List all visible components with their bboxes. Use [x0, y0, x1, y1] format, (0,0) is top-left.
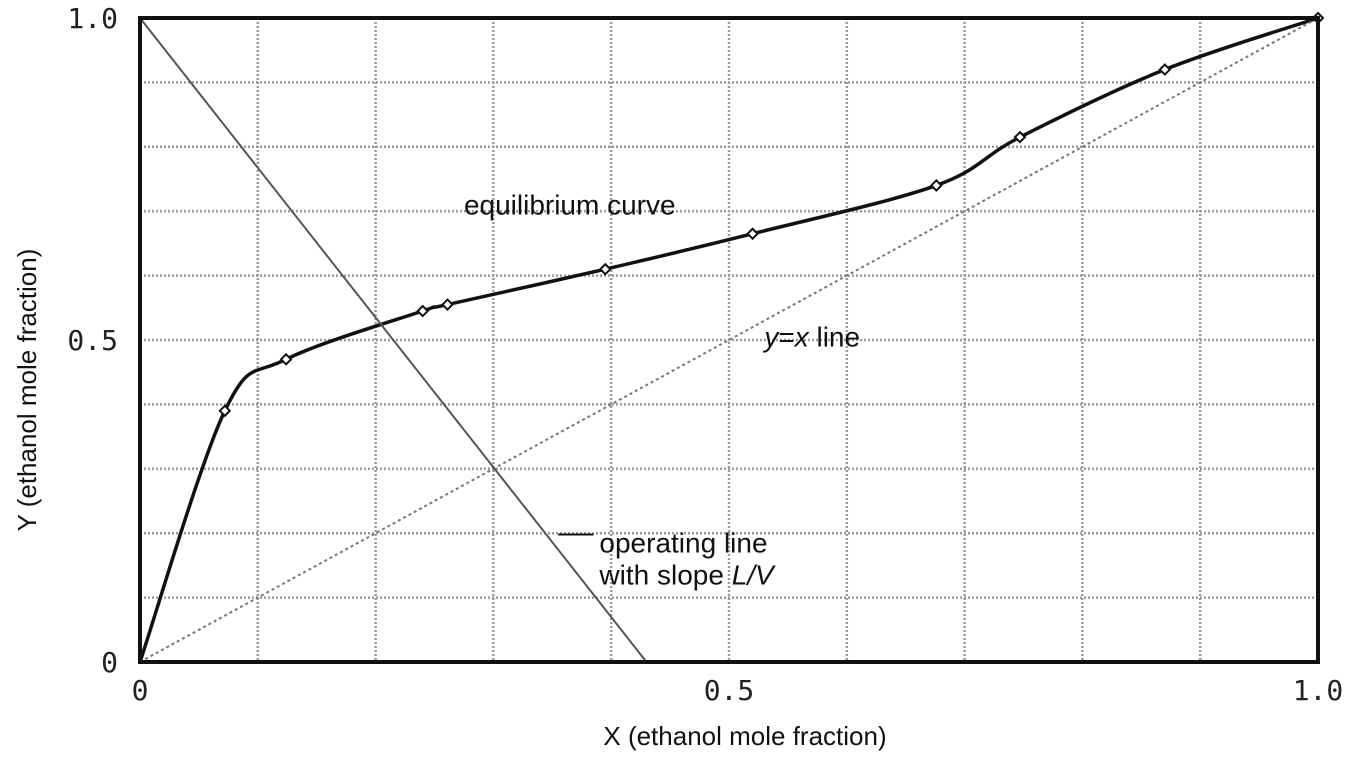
slope-ratio: L/V: [732, 560, 776, 591]
equilibrium-data-point: [598, 262, 612, 276]
y-tick-labels: 0 0.5 1.0: [67, 2, 118, 679]
slope-label: with slope L/V: [598, 560, 776, 591]
equals-sign: =: [778, 321, 794, 352]
line-word: line: [809, 321, 860, 352]
y-variable: y: [762, 321, 780, 352]
x-tick-labels: 0 0.5 1.0: [132, 674, 1344, 707]
equilibrium-data-point: [218, 404, 232, 418]
plot-frame: [138, 16, 1320, 664]
operating-line: [139, 17, 648, 663]
y-equals-x-line: [139, 17, 1319, 663]
equilibrium-data-point: [929, 179, 943, 192]
equilibrium-data-point: [416, 304, 430, 318]
y-tick-label: 0: [101, 646, 118, 679]
y-equals-x-label: y=x line: [762, 321, 860, 352]
y-tick-label: 1.0: [67, 2, 118, 35]
x-tick-label: 0.5: [704, 674, 755, 707]
x-tick-label: 1.0: [1293, 674, 1344, 707]
x-axis-title: X (ethanol mole fraction): [603, 721, 886, 751]
equilibrium-data-point: [441, 298, 454, 311]
slope-prefix: with slope: [598, 560, 731, 591]
equilibrium-data-point: [1158, 63, 1172, 76]
equilibrium-curve-label: equilibrium curve: [464, 189, 676, 220]
y-axis-title: Y (ethanol mole fraction): [12, 249, 42, 532]
equilibrium-data-point: [279, 352, 293, 366]
y-tick-label: 0.5: [67, 324, 118, 357]
operating-line-label: operating line: [599, 528, 767, 559]
x-tick-label: 0: [132, 674, 149, 707]
markers-layer: [218, 11, 1325, 418]
equilibrium-data-point: [1013, 130, 1027, 144]
x-variable: x: [793, 321, 810, 352]
equilibrium-data-point: [746, 227, 759, 241]
